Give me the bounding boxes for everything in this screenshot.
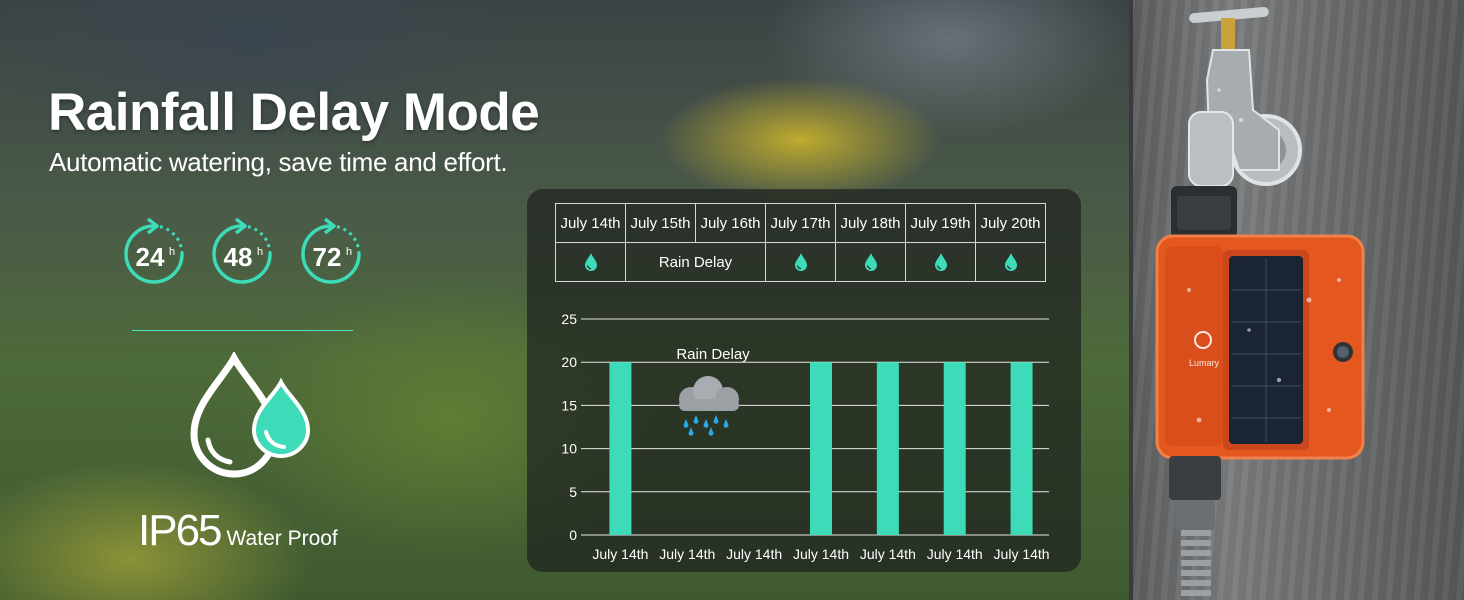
schedule-day: July 15th <box>625 203 696 243</box>
schedule-table: July 14th July 15th July 16th July 17th … <box>555 203 1046 282</box>
brand-logo-text: Lumary <box>1189 358 1220 368</box>
timer-unit: h <box>346 246 353 258</box>
y-tick-label: 20 <box>561 354 577 370</box>
x-tick-label: July 14th <box>927 546 983 562</box>
y-tick-label: 10 <box>561 441 577 457</box>
waterproof-rating: IP65 Water Proof <box>138 506 338 556</box>
timer-value: 24 <box>135 242 165 272</box>
timer-24h-icon: 24 h <box>118 218 190 290</box>
wall-edge <box>1129 0 1133 600</box>
x-tick-label: July 14th <box>592 546 648 562</box>
timer-unit: h <box>169 246 176 258</box>
subheadline: Automatic watering, save time and effort… <box>49 147 508 177</box>
chart-bar <box>1010 362 1033 535</box>
x-tick-label: July 14th <box>860 546 916 562</box>
timer-48h-icon: 48 h <box>206 218 278 290</box>
chart-bar <box>943 362 966 535</box>
timer-unit: h <box>257 246 264 258</box>
y-tick-label: 5 <box>569 484 577 500</box>
watering-drop-icon <box>905 242 976 282</box>
x-tick-label: July 14th <box>726 546 782 562</box>
timer-value: 48 <box>223 242 253 272</box>
timer-72h-icon: 72 h <box>295 218 367 290</box>
schedule-day: July 17th <box>765 203 836 243</box>
chart-bar <box>609 362 632 535</box>
schedule-status-row: Rain Delay <box>555 242 1046 282</box>
schedule-day: July 14th <box>555 203 626 243</box>
watering-drop-icon <box>975 242 1046 282</box>
water-drops-icon <box>186 350 316 487</box>
x-tick-label: July 14th <box>994 546 1050 562</box>
y-tick-label: 15 <box>561 397 577 413</box>
x-tick-label: July 14th <box>793 546 849 562</box>
x-tick-label: July 14th <box>659 546 715 562</box>
watering-bar-chart: 0 5 10 15 20 25 July 14th July 14th July 14th Ju… <box>561 311 1050 562</box>
watering-drop-icon <box>765 242 836 282</box>
divider <box>132 330 353 331</box>
schedule-day: July 19th <box>905 203 976 243</box>
watering-drop-icon <box>555 242 626 282</box>
chart-bar <box>810 362 832 535</box>
chart-bar <box>876 362 899 535</box>
schedule-panel: July 14th July 15th July 16th July 17th … <box>527 189 1081 572</box>
timer-value: 72 <box>312 242 342 272</box>
rain-cloud-icon <box>679 376 739 436</box>
schedule-header-row: July 14th July 15th July 16th July 17th … <box>555 203 1046 243</box>
chart-annotation: Rain Delay <box>676 346 750 363</box>
rain-delay-cell: Rain Delay <box>625 242 766 282</box>
headline: Rainfall Delay Mode <box>48 83 540 142</box>
schedule-day: July 18th <box>835 203 906 243</box>
ip-label: Water Proof <box>226 527 338 550</box>
y-tick-label: 0 <box>569 527 577 543</box>
ip-rating: IP65 <box>138 506 223 555</box>
y-tick-label: 25 <box>561 311 577 327</box>
water-timer-device-image: Lumary <box>1155 6 1365 596</box>
